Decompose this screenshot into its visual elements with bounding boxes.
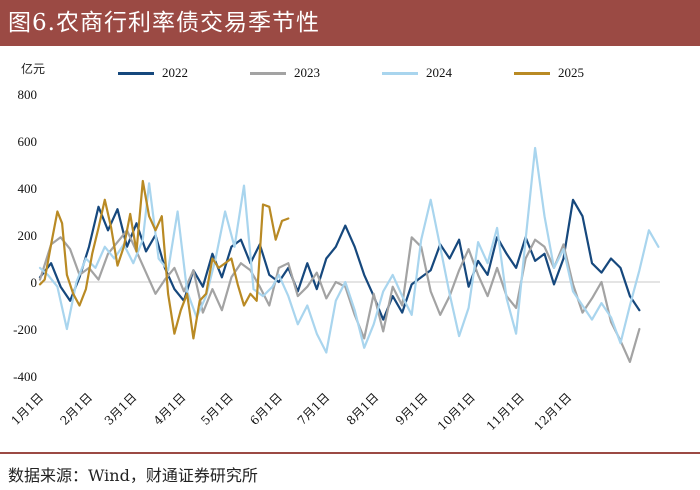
- x-tick-label: 5月1日: [198, 390, 236, 428]
- series-line-2024: [38, 146, 660, 354]
- x-tick-label: 9月1日: [393, 390, 431, 428]
- x-tick-label: 8月1日: [344, 390, 382, 428]
- series-line-2022: [38, 198, 641, 321]
- x-tick-label: 4月1日: [151, 390, 189, 428]
- x-tick-label: 7月1日: [295, 390, 333, 428]
- legend-swatch: [514, 72, 550, 75]
- x-tick-label: 10月1日: [435, 390, 478, 433]
- source-note: 数据来源：Wind，财通证券研究所: [8, 466, 258, 485]
- chart-title: 图6.农商行利率债交易季节性: [8, 10, 320, 36]
- legend-label: 2023: [294, 65, 320, 80]
- legend-label: 2024: [426, 65, 452, 80]
- series-line-2023: [38, 229, 641, 363]
- y-tick-label: 0: [31, 275, 38, 290]
- y-tick-label: -200: [13, 322, 37, 337]
- x-tick-label: 6月1日: [247, 390, 285, 428]
- legend-swatch: [118, 72, 154, 75]
- x-tick-label: 1月1日: [8, 390, 46, 428]
- x-tick-label: 3月1日: [102, 390, 140, 428]
- x-tick-label: 12月1日: [531, 390, 574, 433]
- chart-legend: 2022 2023 2024 2025: [118, 64, 638, 82]
- y-tick-label: 800: [18, 87, 38, 102]
- y-axis-unit-label: 亿元: [21, 62, 46, 76]
- title-bar: 图6.农商行利率债交易季节性: [0, 0, 700, 46]
- source-divider: [0, 452, 700, 454]
- legend-swatch: [382, 72, 418, 75]
- x-tick-label: 11月1日: [484, 390, 527, 433]
- series-line-2025: [38, 179, 290, 340]
- y-tick-label: 200: [18, 228, 38, 243]
- legend-label: 2022: [162, 65, 188, 80]
- legend-swatch: [250, 72, 286, 75]
- seasonality-line-chart: -400 -200 0 200 400 600 800 1月1日 2月1日 3月1日 4月1日 5月1…: [8, 87, 660, 433]
- x-tick-label: 2月1日: [57, 390, 95, 428]
- y-tick-label: 600: [18, 134, 38, 149]
- y-tick-label: 400: [18, 181, 38, 196]
- y-tick-label: -400: [13, 369, 37, 384]
- legend-label: 2025: [558, 65, 584, 80]
